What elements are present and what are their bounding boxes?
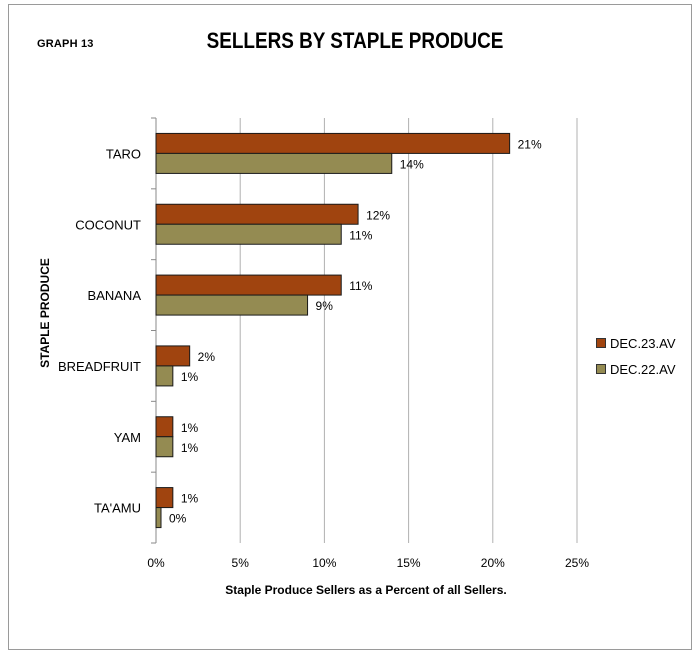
- category-label: TARO: [106, 146, 141, 161]
- bar: [155, 294, 309, 316]
- x-tick-label: 20%: [481, 556, 505, 570]
- legend: DEC.23.AV DEC.22.AV: [596, 333, 676, 385]
- data-label: 11%: [349, 228, 372, 242]
- chart-title: SELLERS BY STAPLE PRODUCE: [206, 28, 504, 53]
- data-label: 21%: [518, 137, 542, 151]
- bar: [155, 203, 359, 225]
- data-label: 1%: [181, 492, 199, 506]
- data-label: 12%: [366, 208, 390, 222]
- data-label: 1%: [181, 370, 199, 384]
- x-tick-label: 25%: [565, 556, 589, 570]
- bar: [155, 365, 174, 387]
- data-label: 1%: [181, 421, 199, 435]
- bar: [155, 436, 174, 458]
- legend-swatch-dec22: [596, 364, 606, 374]
- category-label: COCONUT: [75, 217, 141, 232]
- data-label: 2%: [198, 350, 216, 364]
- x-tick-label: 0%: [147, 556, 165, 570]
- legend-label-dec23: DEC.23.AV: [610, 335, 676, 351]
- bar: [155, 507, 162, 529]
- legend-swatch-dec23: [596, 338, 606, 348]
- chart-frame: [8, 4, 692, 650]
- legend-item-dec22: DEC.22.AV: [596, 359, 676, 379]
- x-tick-label: 15%: [397, 556, 421, 570]
- bar: [155, 274, 342, 296]
- bar: [155, 345, 191, 367]
- bar: [155, 223, 342, 245]
- bars: [155, 132, 511, 529]
- gridlines: [151, 117, 578, 544]
- bar: [155, 132, 511, 154]
- data-label: 9%: [316, 299, 334, 313]
- legend-label-dec22: DEC.22.AV: [610, 361, 676, 377]
- category-label: YAM: [114, 430, 141, 445]
- bar: [155, 416, 174, 438]
- data-label: 14%: [400, 157, 424, 171]
- legend-item-dec23: DEC.23.AV: [596, 333, 676, 353]
- data-label: 11%: [349, 279, 372, 293]
- graph-number-label: GRAPH 13: [37, 38, 94, 50]
- labels: 0% 5% 10% 15% 20% 25% TARO 21% 14% COCONUT 12% 11% B…: [58, 137, 589, 570]
- bar: [155, 152, 393, 174]
- bar: [155, 487, 174, 509]
- data-label: 1%: [181, 441, 199, 455]
- data-label: 0%: [169, 512, 187, 526]
- category-label: BANANA: [88, 288, 142, 303]
- y-axis-title: STAPLE PRODUCE: [38, 258, 52, 368]
- category-label: BREADFRUIT: [58, 359, 141, 374]
- x-tick-label: 5%: [232, 556, 250, 570]
- category-label: TA'AMU: [94, 501, 141, 516]
- x-axis-title: Staple Produce Sellers as a Percent of a…: [225, 583, 506, 597]
- x-tick-label: 10%: [312, 556, 336, 570]
